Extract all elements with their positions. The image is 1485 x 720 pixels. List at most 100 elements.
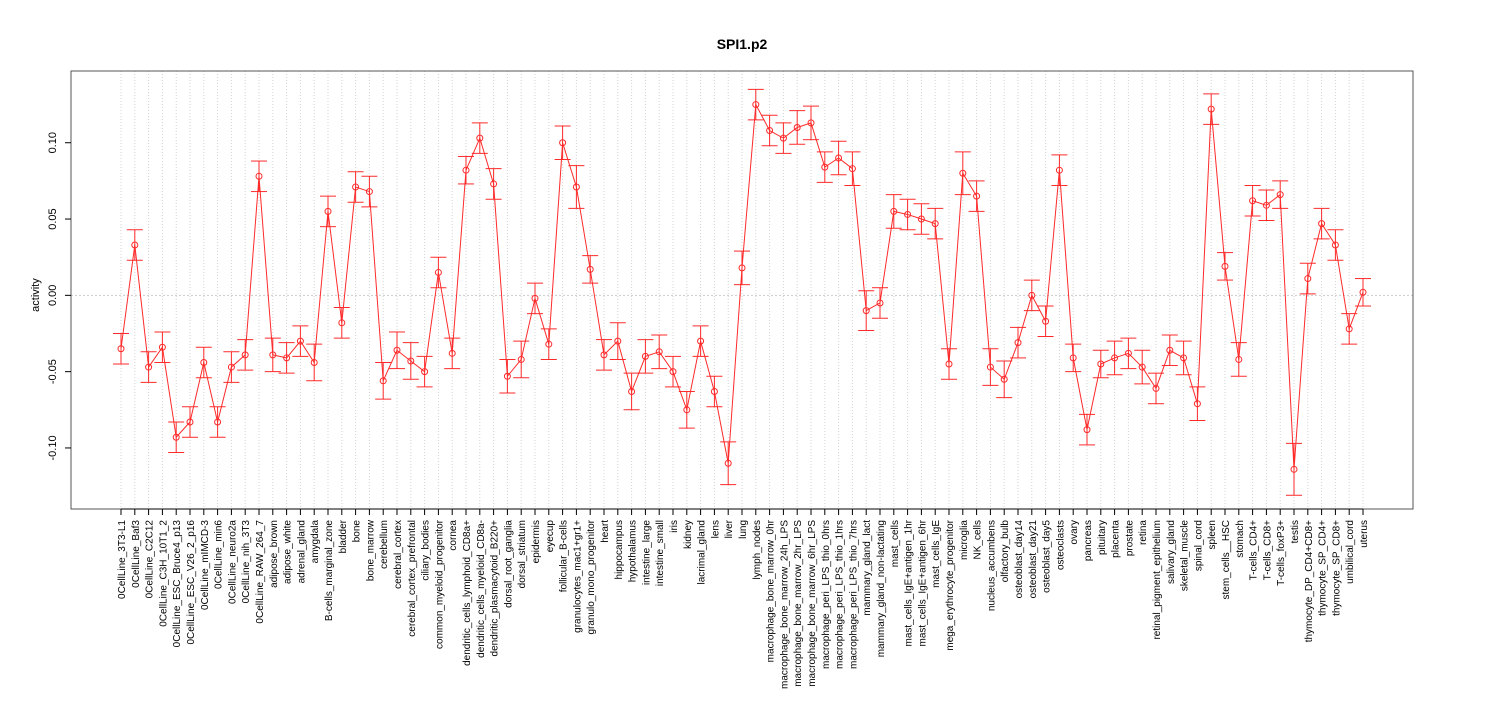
data-point	[227, 363, 235, 371]
x-tick-label: lung	[738, 520, 749, 539]
data-point	[131, 241, 139, 249]
data-point	[641, 352, 649, 360]
x-tick-label: liver	[724, 519, 735, 538]
data-point	[876, 299, 884, 307]
data-point	[752, 101, 760, 109]
data-point	[1207, 105, 1215, 113]
data-point	[407, 357, 415, 365]
data-point	[1304, 275, 1312, 283]
data-point	[669, 368, 677, 376]
x-tick-label: macrophage_peri_LPS_thio_7hrs	[848, 520, 859, 669]
x-tick-label: mast_cells	[890, 520, 901, 567]
x-tick-label: amygdala	[310, 520, 321, 564]
data-point	[462, 166, 470, 174]
x-tick-label: macrophage_peri_LPS_thio_1hrs	[835, 520, 846, 669]
x-tick-label: T-cells_foxP3+	[1276, 520, 1287, 586]
data-point	[269, 351, 277, 359]
x-tick-label: mast_cells_IgE+antigen_6hr	[917, 519, 928, 646]
x-tick-label: osteoclasts	[1055, 520, 1066, 570]
x-tick-label: stem_cells__HSC	[1221, 520, 1232, 599]
y-axis-title: activity	[30, 278, 42, 312]
x-tick-label: dorsal_root_ganglia	[503, 520, 514, 608]
x-tick-label: thymocyte_SP_CD4+	[1318, 520, 1329, 616]
data-point	[1193, 400, 1201, 408]
data-point	[476, 134, 484, 142]
data-point	[1166, 346, 1174, 354]
data-point	[779, 134, 787, 142]
data-point	[559, 139, 567, 147]
data-point	[1028, 291, 1036, 299]
x-tick-label: mammary_gland_lact	[862, 520, 873, 616]
data-point	[821, 163, 829, 171]
x-tick-label: skeletal_muscle	[1180, 520, 1191, 592]
x-tick-label: 0CellLine_Baf3	[131, 520, 142, 588]
x-tick-label: spinal_cord	[1193, 520, 1204, 571]
x-tick-label: osteoblast_day21	[1028, 520, 1039, 599]
x-tick-label: macrophage_bone_marrow_24h_LPS	[779, 520, 790, 689]
data-point	[393, 346, 401, 354]
x-tick-label: 0CellLine_C2C12	[145, 520, 156, 599]
x-tick-label: prostate	[1124, 520, 1135, 557]
data-point	[793, 123, 801, 131]
x-tick-label: dendritic_plasmacytoid_B220+	[490, 520, 501, 657]
y-tick-label: 0.10	[47, 132, 59, 153]
x-tick-label: uterus	[1359, 520, 1370, 548]
x-tick-label: heart	[600, 520, 611, 543]
x-tick-label: dendritic_cells_myeloid_CD8a-	[476, 520, 487, 658]
data-point	[517, 355, 525, 363]
data-point	[931, 220, 939, 228]
data-point	[1097, 360, 1105, 368]
x-tick-label: epidermis	[531, 520, 542, 563]
x-tick-label: lens	[710, 520, 721, 538]
x-tick-label: B-cells_marginal_zone	[324, 520, 335, 622]
data-point	[1124, 349, 1132, 357]
x-tick-label: cornea	[448, 520, 459, 551]
x-tick-label: 0CellLine_neuro2a	[227, 520, 238, 604]
data-point	[531, 294, 539, 302]
data-point	[628, 387, 636, 395]
x-tick-label: T-cells_CD8+	[1262, 520, 1273, 580]
data-point	[1345, 325, 1353, 333]
x-tick-label: cerebellum	[379, 520, 390, 569]
x-tick-label: bone	[352, 520, 363, 543]
data-point	[310, 358, 318, 366]
data-point	[586, 265, 594, 273]
x-tick-label: 0CellLine_ESC_V26_2_p16	[186, 520, 197, 645]
x-tick-label: bladder	[338, 519, 349, 553]
data-point	[862, 307, 870, 315]
x-tick-label: spleen	[1207, 520, 1218, 549]
data-point	[890, 207, 898, 215]
x-tick-label: follicular_B-cells	[559, 520, 570, 592]
x-tick-label: nucleus_accumbens	[986, 520, 997, 611]
x-tick-label: 0CellLine_C3H_10T1_2	[158, 520, 169, 627]
data-point	[1221, 262, 1229, 270]
y-tick-label: -0.10	[47, 435, 59, 460]
x-tick-label: ovary	[1069, 520, 1080, 544]
data-point	[200, 358, 208, 366]
data-point	[904, 210, 912, 218]
x-tick-label: mammary_gland_non-lactating	[876, 520, 887, 657]
x-tick-label: umbilical_cord	[1345, 520, 1356, 584]
y-tick-label: -0.05	[47, 359, 59, 384]
x-tick-label: 0CellLine_RAW_264_7	[255, 520, 266, 624]
data-point	[766, 127, 774, 135]
data-point	[145, 363, 153, 371]
x-tick-label: microglia	[959, 520, 970, 560]
x-tick-label: dendritic_cells_lymphoid_CD8a+	[462, 520, 473, 666]
x-axis: 0CellLine_3T3-L1 0CellLine_Baf3 0CellLine_…	[117, 508, 1370, 689]
x-tick-label: placenta	[1111, 520, 1122, 558]
x-tick-label: adipose_brown	[269, 520, 280, 588]
data-point	[172, 433, 180, 441]
data-point	[434, 268, 442, 276]
x-tick-label: thymocyte_SP_CD8+	[1331, 520, 1342, 616]
x-tick-label: macrophage_bone_marrow_6hr_LPS	[807, 520, 818, 687]
x-tick-label: salivary_gland	[1166, 520, 1177, 584]
data-point	[835, 154, 843, 162]
data-point	[1235, 355, 1243, 363]
data-point	[379, 377, 387, 385]
x-tick-label: osteoblast_day5	[1042, 520, 1053, 593]
data-point	[1262, 201, 1270, 209]
x-tick-label: intestine_small	[655, 520, 666, 586]
data-point	[338, 319, 346, 327]
